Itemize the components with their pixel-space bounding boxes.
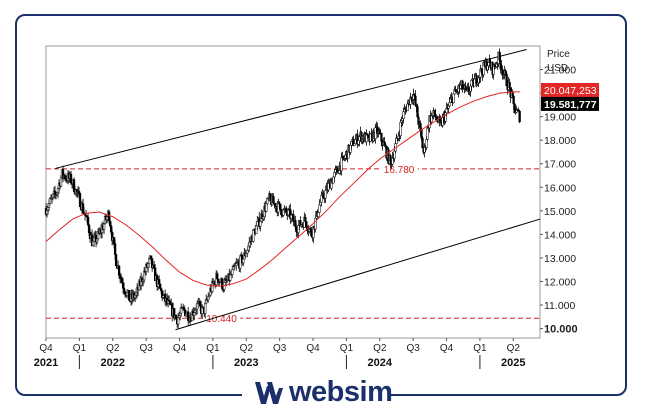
- candle-body: [158, 279, 161, 285]
- x-quarter-label: Q2: [106, 343, 120, 354]
- candles: [44, 48, 521, 329]
- y-tick-label: 17.000: [544, 159, 576, 171]
- x-quarter-label: Q2: [240, 343, 254, 354]
- x-quarter-label: Q4: [306, 343, 320, 354]
- candle-body: [216, 273, 219, 280]
- channel-upper-line: [55, 49, 527, 169]
- x-quarter-label: Q4: [173, 343, 187, 354]
- websim-logo-icon: [255, 382, 283, 404]
- axis-labels: 10.000 11.000 12.000 13.000 14.000 15.000 16.0…: [34, 49, 599, 369]
- candle-body: [242, 258, 245, 264]
- candle-body: [452, 93, 455, 104]
- y-tick-label: 16.000: [544, 182, 576, 194]
- candle-body: [518, 110, 521, 123]
- channel-lower-line: [175, 218, 541, 331]
- candle-body: [414, 95, 417, 106]
- support-label: 16.780: [384, 165, 415, 176]
- x-quarter-label: Q1: [473, 343, 487, 354]
- x-quarter-label: Q4: [39, 343, 53, 354]
- x-quarter-label: Q1: [73, 343, 87, 354]
- y-tick-label: 13.000: [544, 253, 576, 265]
- x-year-label: 2023: [234, 357, 258, 369]
- candle-body: [353, 143, 356, 146]
- candle-body: [402, 111, 405, 119]
- x-quarter-label: Q2: [507, 343, 521, 354]
- moving-average-line: [45, 91, 520, 287]
- candle-body: [231, 269, 234, 275]
- candle-body: [252, 229, 255, 242]
- x-year-label: 2021: [34, 357, 58, 369]
- y-tick-label: 19.000: [544, 112, 576, 124]
- y-axis-title-price: Price: [547, 49, 570, 60]
- y-tick-label: 11.000: [544, 300, 575, 312]
- candle-body: [508, 82, 511, 89]
- trend-channel: [55, 49, 541, 331]
- candle-body: [318, 204, 321, 213]
- y-tick-label: 12.000: [544, 276, 576, 288]
- candle-body: [113, 243, 117, 255]
- candle-body: [473, 78, 476, 87]
- ma-price-tag: [541, 82, 599, 97]
- x-quarter-label: Q3: [273, 343, 287, 354]
- candle-body: [314, 217, 317, 230]
- last-price-tag: [541, 96, 599, 111]
- candle-body: [204, 302, 207, 314]
- candle-body: [149, 255, 153, 259]
- x-quarter-label: Q4: [440, 343, 454, 354]
- x-quarter-label: Q2: [373, 343, 387, 354]
- candle-body: [448, 102, 451, 107]
- candle-body: [324, 190, 327, 199]
- support-label-bg: [204, 312, 241, 325]
- support-label: 10.440: [206, 314, 237, 325]
- y-tick-label: 15.000: [544, 206, 576, 218]
- x-quarter-label: Q3: [139, 343, 153, 354]
- y-tick-label: 18.000: [544, 135, 576, 147]
- plot-area: [45, 45, 541, 339]
- candle-body: [259, 221, 262, 227]
- candle-body: [114, 254, 118, 266]
- x-quarter-label: Q3: [406, 343, 420, 354]
- candle-body: [127, 290, 131, 301]
- y-tick-label: 21.000: [544, 65, 576, 77]
- candle-body: [512, 95, 515, 105]
- x-quarter-label: Q1: [206, 343, 220, 354]
- candle-body: [320, 195, 323, 203]
- candle-body: [279, 203, 282, 210]
- y-axis-title-unit: USD: [547, 63, 568, 74]
- support-levels: 16.780 10.440: [46, 162, 540, 325]
- x-quarter-label: Q1: [340, 343, 354, 354]
- last-price-label: 19.581,777: [544, 99, 597, 111]
- y-tick-label: 14.000: [544, 229, 576, 241]
- websim-logo-text: websim: [289, 376, 393, 408]
- ma-price-label: 20.047,253: [544, 85, 597, 97]
- x-year-label: 2024: [368, 357, 393, 369]
- x-year-label: 2022: [101, 357, 125, 369]
- footer-logo: websim: [0, 372, 647, 413]
- y-tick-label: 10.000: [544, 324, 578, 336]
- moving-average: [45, 91, 520, 287]
- x-year-label: 2025: [501, 357, 525, 369]
